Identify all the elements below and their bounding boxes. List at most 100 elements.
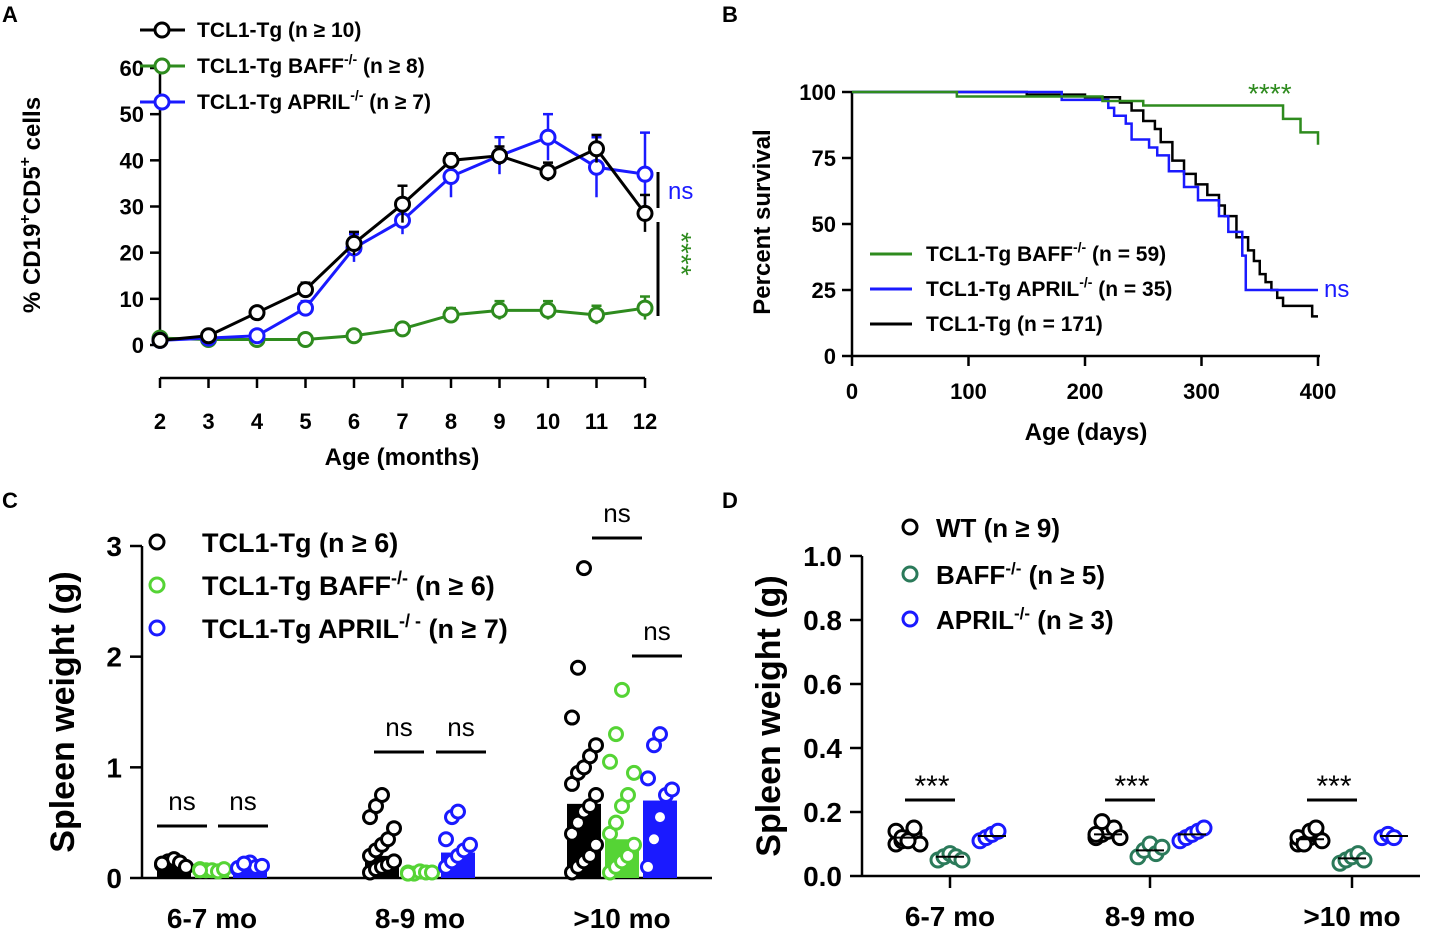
d-legend-marker-3 <box>901 610 919 628</box>
a-point-2-6 <box>442 167 460 185</box>
b-x-tick-label-1: 100 <box>950 379 987 404</box>
c-point-0-2-16 <box>570 659 586 676</box>
c-category-label-2: >10 mo <box>573 903 670 934</box>
c-point-2-2-7 <box>652 726 668 743</box>
a-legend-marker-1 <box>153 21 171 39</box>
a-y-tick-label-4: 40 <box>120 148 144 173</box>
c-point-1-2-6 <box>608 814 624 831</box>
a-x-tick-label-2: 4 <box>251 409 264 434</box>
d-legend-marker-2 <box>901 565 919 583</box>
a-legend-label-1: TCL1-Tg (n ≥ 10) <box>197 19 361 42</box>
c-ns-label-1: ns <box>229 786 256 816</box>
a-legend-label-2: TCL1-Tg BAFF-/- (n ≥ 8) <box>197 51 425 78</box>
c-y-axis-title: Spleen weight (g) <box>44 571 82 852</box>
d-point-1-2-4 <box>1355 851 1373 869</box>
a-point-2-3 <box>297 299 314 317</box>
a-x-tick-label-3: 5 <box>299 409 311 434</box>
c-point-2-2-4 <box>664 781 680 798</box>
c-point-1-1-4 <box>424 864 440 881</box>
d-category-label-0: 6-7 mo <box>905 901 995 932</box>
a-point-0-2 <box>248 304 266 322</box>
d-point-0-1-4 <box>1111 829 1129 847</box>
a-x-tick-label-0: 2 <box>154 409 166 434</box>
a-legend-marker-2 <box>153 57 171 75</box>
a-point-0-9 <box>588 140 605 158</box>
a-x-tick-label-10: 12 <box>633 409 657 434</box>
a-y-tick-label-3: 30 <box>120 195 144 220</box>
c-legend: TCL1-Tg (n ≥ 6) TCL1-Tg BAFF-/- (n ≥ 6) … <box>148 528 508 644</box>
a-stars-label: **** <box>666 232 697 276</box>
c-point-1-2-11 <box>608 726 624 743</box>
d-annotations: *** *** *** <box>905 770 1357 803</box>
b-y-axis-title: Percent survival <box>749 129 776 314</box>
c-y-tick-label-0: 0 <box>106 863 122 894</box>
b-legend-label-1: TCL1-Tg BAFF-/- (n = 59) <box>926 239 1166 266</box>
a-series-line-2 <box>159 135 646 342</box>
a-x-tick-label-7: 9 <box>493 409 505 434</box>
c-point-1-2-4 <box>626 836 642 853</box>
a-point-1-10 <box>636 299 654 317</box>
d-stars-label-2: *** <box>1316 770 1351 803</box>
d-point-1-0-4 <box>953 851 971 869</box>
d-y-tick-label-0: 0.0 <box>803 861 842 892</box>
a-point-0-7 <box>491 147 508 165</box>
d-y-tick-label-5: 1.0 <box>803 541 842 572</box>
b-y-tick-label-0: 0 <box>824 344 836 369</box>
d-y-tick-label-2: 0.4 <box>803 733 842 764</box>
c-y-tick-label-3: 3 <box>106 531 122 562</box>
a-point-0-4 <box>345 234 363 252</box>
a-y-tick-label-6: 60 <box>120 56 144 81</box>
c-point-1-2-8 <box>620 787 636 803</box>
d-legend-label-2: BAFF-/- (n ≥ 5) <box>936 559 1105 590</box>
c-ns-label-4: ns <box>603 498 630 528</box>
a-point-1-6 <box>442 306 460 324</box>
c-point-1-2-12 <box>614 681 630 698</box>
a-point-1-7 <box>491 301 508 319</box>
a-x-tick-label-9: 11 <box>585 409 608 434</box>
b-x-ticks: 0 100 200 300 400 <box>846 356 1336 404</box>
c-point-1-0-4 <box>216 861 232 878</box>
a-point-2-10 <box>636 165 654 183</box>
b-series <box>852 90 1320 318</box>
c-legend-marker-2 <box>148 576 166 594</box>
a-point-0-3 <box>297 281 314 299</box>
d-stars-label-1: *** <box>1114 770 1149 803</box>
c-ns-label-2: ns <box>385 712 412 742</box>
a-point-0-0 <box>151 331 169 349</box>
c-bar-2-0 <box>233 866 267 878</box>
b-survival-curve-2 <box>852 90 1318 318</box>
d-y-tick-label-4: 0.8 <box>803 605 842 636</box>
d-y-axis-title: Spleen weight (g) <box>750 575 788 856</box>
a-legend: TCL1-Tg (n ≥ 10) TCL1-Tg BAFF-/- (n ≥ 8)… <box>140 19 431 114</box>
b-y-tick-label-1: 25 <box>812 278 836 303</box>
a-series <box>151 112 654 349</box>
b-legend: TCL1-Tg BAFF-/- (n = 59) TCL1-Tg APRIL-/… <box>870 239 1172 336</box>
d-legend: WT (n ≥ 9) BAFF-/- (n ≥ 5) APRIL-/- (n ≥… <box>901 513 1114 635</box>
d-y-ticks: 0.0 0.2 0.4 0.6 0.8 1.0 <box>803 541 862 892</box>
c-point-0-2-14 <box>588 737 604 754</box>
c-series <box>154 560 680 882</box>
a-point-0-8 <box>539 163 557 181</box>
a-x-tick-label-1: 3 <box>202 409 214 434</box>
b-stars-label: **** <box>1248 78 1292 109</box>
a-point-0-5 <box>394 195 411 213</box>
c-point-1-1-5 <box>400 865 416 882</box>
a-x-tick-label-6: 8 <box>445 409 457 434</box>
b-y-tick-label-3: 75 <box>812 146 836 171</box>
c-point-0-0-5 <box>154 855 170 872</box>
a-x-axis-title: Age (months) <box>325 444 480 471</box>
c-point-0-2-15 <box>564 709 580 726</box>
c-point-0-0-4 <box>178 858 194 875</box>
d-point-2-1-4 <box>1195 819 1213 837</box>
panel-letter-d: D <box>722 488 738 513</box>
c-point-0-2-4 <box>588 836 604 853</box>
d-category-label-2: >10 mo <box>1303 901 1400 932</box>
c-legend-marker-1 <box>148 533 166 551</box>
c-ns-label-0: ns <box>168 786 195 816</box>
c-point-2-2-1 <box>646 831 662 848</box>
c-point-1-2-10 <box>602 753 618 770</box>
c-legend-marker-3 <box>148 619 166 637</box>
c-point-1-2-9 <box>626 764 642 781</box>
c-point-2-1-7 <box>450 803 466 820</box>
panel-letter-b: B <box>722 2 738 27</box>
